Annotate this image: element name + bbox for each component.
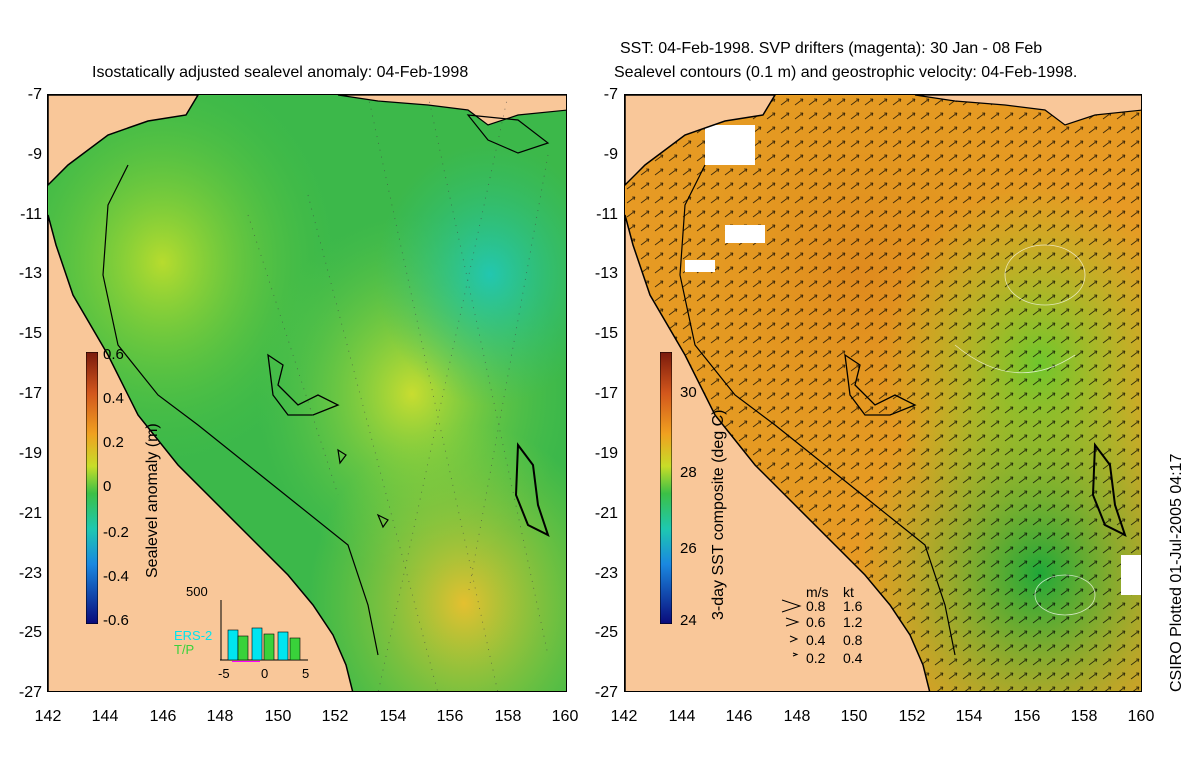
x-axis-label: 156: [1013, 708, 1041, 725]
x-axis-label: 146: [149, 708, 177, 725]
y-axis-label: -7: [603, 86, 618, 103]
colorbar-tick-label: 30: [680, 384, 697, 401]
x-axis-label: 152: [898, 708, 926, 725]
y-axis-label: -9: [603, 146, 618, 163]
velocity-legend-ms: 0.6: [806, 614, 826, 630]
y-axis-label: -7: [27, 86, 42, 103]
colorbar-tick-label: -0.6: [103, 612, 129, 629]
sealevel-colorbar: [86, 352, 98, 624]
colorbar-title: Sealevel anomaly (m): [144, 423, 161, 578]
y-axis-label: -23: [18, 565, 42, 582]
y-axis-label: -13: [18, 265, 42, 282]
y-axis-label: -25: [594, 624, 618, 641]
colorbar-tick-label: 0: [103, 478, 112, 495]
y-axis-label: -27: [594, 684, 618, 701]
velocity-legend-ms: 0.8: [806, 598, 826, 614]
velocity-legend-arrows: [781, 599, 802, 657]
y-axis-label: -17: [594, 385, 618, 402]
y-axis-label: -23: [594, 565, 618, 582]
colorbar-tick-label: 0.6: [103, 346, 124, 363]
x-axis-label: 148: [783, 708, 811, 725]
colorbar-tick-label: -0.4: [103, 568, 129, 585]
colorbar-tick-label: 0.2: [103, 434, 124, 451]
x-axis-label: 150: [840, 708, 868, 725]
ers2-label: ERS-2: [174, 628, 213, 643]
velocity-legend-kt: 0.4: [843, 650, 863, 666]
x-axis-label: 144: [91, 708, 119, 725]
tp-label: T/P: [174, 642, 195, 657]
y-axis-label: -21: [594, 505, 618, 522]
histogram-max-label: 500: [186, 584, 208, 599]
y-axis-label: -25: [18, 624, 42, 641]
y-axis-label: -17: [18, 385, 42, 402]
velocity-legend-kt-header: kt: [843, 584, 854, 600]
x-axis-label: 150: [264, 708, 292, 725]
sst-colorbar: [660, 352, 672, 624]
left-map-title: Isostatically adjusted sealevel anomaly:…: [92, 64, 469, 81]
x-axis-label: 142: [34, 708, 62, 725]
y-axis-label: -19: [18, 445, 42, 462]
x-axis-label: 160: [551, 708, 579, 725]
track-histogram: [220, 600, 308, 662]
velocity-legend-kt: 1.6: [843, 598, 863, 614]
colorbar-title: 3-day SST composite (deg C): [710, 409, 727, 620]
velocity-legend-kt: 0.8: [843, 632, 863, 648]
y-axis-label: -11: [596, 206, 618, 223]
colorbar-tick-label: 26: [680, 540, 697, 557]
histogram-x-label: 0: [261, 666, 269, 681]
x-axis-label: 154: [379, 708, 407, 725]
x-axis-label: 148: [206, 708, 234, 725]
x-axis-label: 142: [610, 708, 638, 725]
histogram-x-label: 5: [302, 666, 310, 681]
right-map-title-line1: SST: 04-Feb-1998. SVP drifters (magenta)…: [620, 40, 1043, 57]
colorbar-tick-label: 0.4: [103, 390, 124, 407]
sealevel-anomaly-map: [47, 94, 567, 692]
velocity-legend-kt: 1.2: [843, 614, 863, 630]
velocity-legend-ms: 0.4: [806, 632, 826, 648]
y-axis-label: -21: [18, 505, 42, 522]
velocity-legend-ms-header: m/s: [806, 584, 829, 600]
y-axis-label: -15: [18, 325, 42, 342]
y-axis-label: -27: [18, 684, 42, 701]
y-axis-label: -19: [594, 445, 618, 462]
right-map-title-line2: Sealevel contours (0.1 m) and geostrophi…: [614, 64, 1078, 81]
x-axis-label: 144: [668, 708, 696, 725]
x-axis-label: 160: [1127, 708, 1155, 725]
y-axis-label: -9: [27, 146, 42, 163]
plot-credit: CSIRO Plotted 01-Jul-2005 04:17: [1168, 453, 1185, 692]
x-axis-label: 146: [725, 708, 753, 725]
colorbar-tick-label: 28: [680, 464, 697, 481]
y-axis-label: -11: [20, 206, 42, 223]
x-axis-label: 158: [494, 708, 522, 725]
x-axis-label: 158: [1070, 708, 1098, 725]
histogram-x-label: -5: [218, 666, 230, 681]
x-axis-label: 154: [955, 708, 983, 725]
x-axis-label: 152: [321, 708, 349, 725]
y-axis-label: -15: [594, 325, 618, 342]
sst-map: [624, 94, 1142, 692]
velocity-legend-ms: 0.2: [806, 650, 826, 666]
colorbar-tick-label: -0.2: [103, 524, 129, 541]
y-axis-label: -13: [594, 265, 618, 282]
colorbar-tick-label: 24: [680, 612, 697, 629]
x-axis-label: 156: [436, 708, 464, 725]
